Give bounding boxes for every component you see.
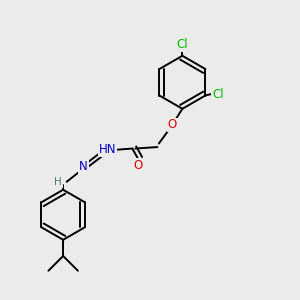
- Text: N: N: [80, 160, 88, 173]
- Text: HN: HN: [99, 143, 116, 157]
- Text: Cl: Cl: [177, 38, 188, 51]
- Text: H: H: [54, 177, 62, 187]
- Text: Cl: Cl: [212, 88, 224, 100]
- Text: O: O: [167, 118, 177, 131]
- Text: O: O: [134, 159, 143, 172]
